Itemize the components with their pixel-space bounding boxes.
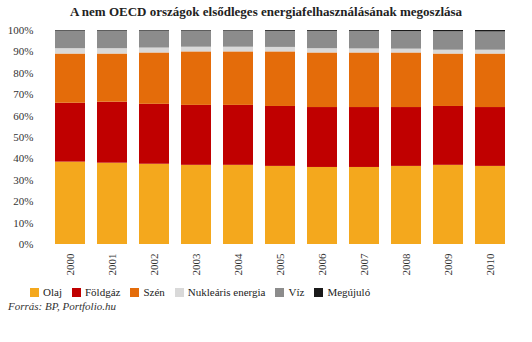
svg-text:80%: 80% xyxy=(13,67,33,79)
svg-text:0%: 0% xyxy=(19,238,34,250)
html-text:Víz: Víz xyxy=(288,286,305,298)
svg-text:2009: 2009 xyxy=(442,253,454,276)
svg-text:20%: 20% xyxy=(13,195,33,207)
html-text:A nem OECD országok elsődleges: A nem OECD országok elsődleges energiafe… xyxy=(69,4,463,19)
svg-text:2004: 2004 xyxy=(232,253,244,276)
svg-text:2005: 2005 xyxy=(274,253,286,276)
svg-text:2000: 2000 xyxy=(64,253,76,276)
svg-text:2010: 2010 xyxy=(484,253,496,276)
svg-text:100%: 100% xyxy=(8,24,34,36)
svg-text:40%: 40% xyxy=(13,152,33,164)
svg-text:2008: 2008 xyxy=(400,253,412,276)
svg-text:2002: 2002 xyxy=(148,254,160,276)
svg-text:60%: 60% xyxy=(13,110,33,122)
html-text:Szén: Szén xyxy=(143,286,165,298)
svg-text:10%: 10% xyxy=(13,217,33,229)
svg-text:50%: 50% xyxy=(13,131,33,143)
svg-text:2007: 2007 xyxy=(358,253,370,276)
html-text:Nukleáris energia: Nukleáris energia xyxy=(187,286,266,298)
svg-text:2003: 2003 xyxy=(190,253,202,276)
html-text:Földgáz: Földgáz xyxy=(85,286,121,298)
svg-text:2006: 2006 xyxy=(316,253,328,276)
svg-text:2001: 2001 xyxy=(106,254,118,276)
html-text:Megújuló: Megújuló xyxy=(327,286,371,298)
svg-text:70%: 70% xyxy=(13,88,33,100)
svg-text:90%: 90% xyxy=(13,45,33,57)
html-text:Forrás: BP, Portfolio.hu: Forrás: BP, Portfolio.hu xyxy=(8,300,116,312)
html-text:Olaj: Olaj xyxy=(43,286,62,298)
svg-text:30%: 30% xyxy=(13,174,33,186)
